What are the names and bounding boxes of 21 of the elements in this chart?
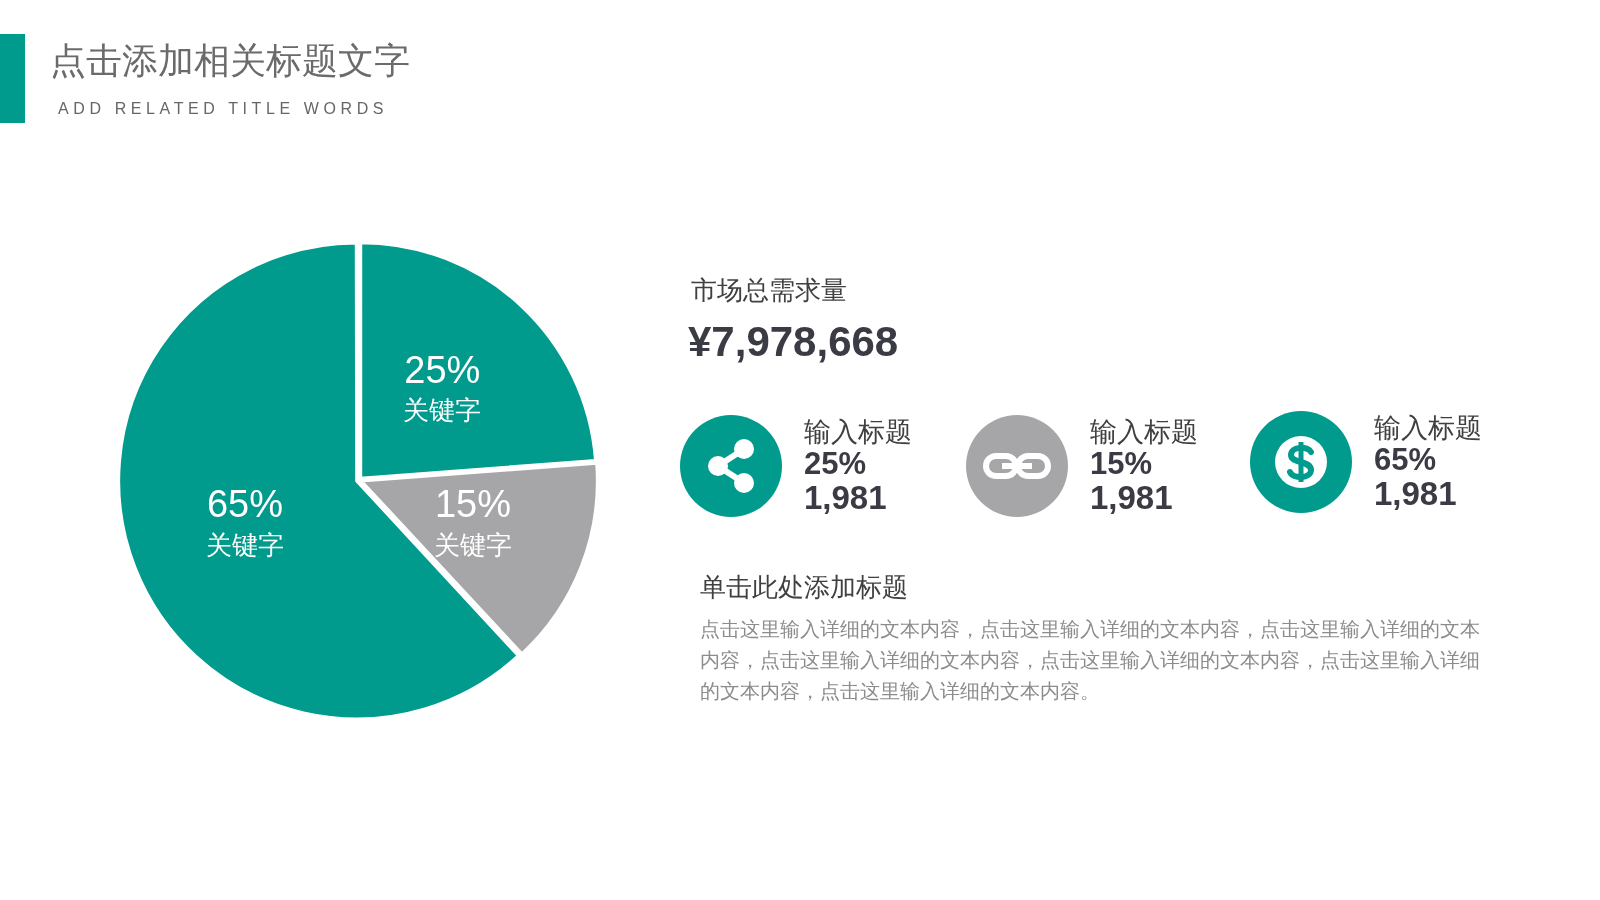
category-label: 输入标题 (1090, 416, 1198, 448)
text: 市场总需求量 (691, 274, 847, 306)
text: 25% (804, 446, 868, 481)
text: 单击此处添加标题 (700, 571, 908, 603)
category-label: 输入标题 (1374, 412, 1482, 444)
text: ¥7,978,668 (688, 318, 899, 366)
data-label: 65% (206, 483, 284, 526)
slice-label: 关键字 (403, 395, 482, 426)
chart-title: 点击添加相关标题文字 (50, 40, 410, 82)
slice-label: 关键字 (206, 529, 285, 560)
text: 1,981 (804, 479, 888, 516)
text: 点击这里输入详细的文本内容，点击这里输入详细的文本内容，点击这里输入详细的文本内容，点击这里输入详细的文本内容，点击这里输入详细的文本内容，点击这里输入详细的文本内容，点击这里输入详细的文本内容。 (700, 617, 1481, 704)
text: 1,981 (1374, 475, 1458, 512)
slice-label: 关键字 (433, 529, 512, 560)
category-label: 输入标题 (804, 416, 912, 448)
text: 1,981 (1090, 479, 1174, 516)
data-label: 25% (404, 348, 481, 391)
chart-subtitle: ADD RELATED TITLE WORDS (58, 99, 389, 119)
data-label: 15% (434, 483, 512, 526)
text: 65% (1374, 442, 1438, 477)
text: 15% (1090, 446, 1154, 481)
